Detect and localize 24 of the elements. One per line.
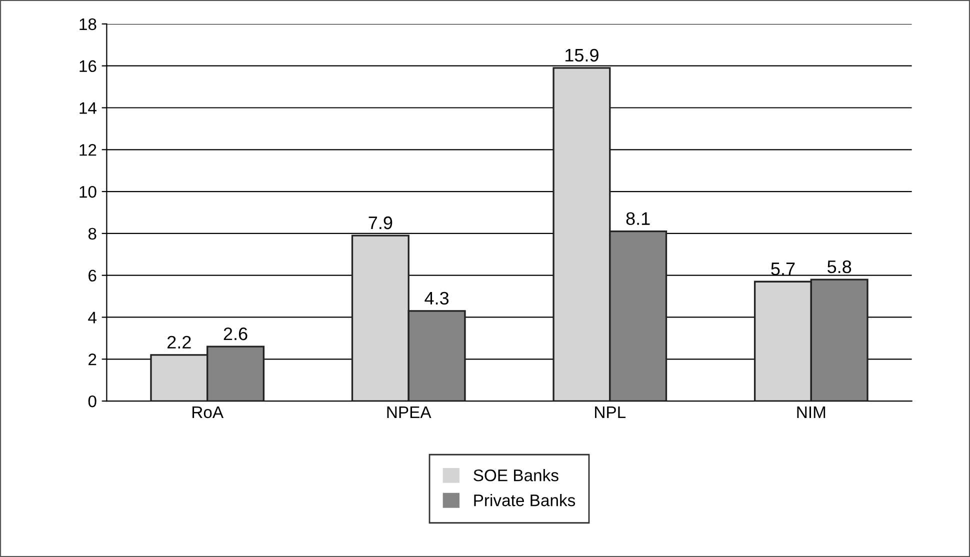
y-tick-label: 14	[80, 102, 96, 114]
data-label: 5.7	[771, 262, 795, 276]
y-tick-label: 18	[80, 18, 96, 30]
x-tick-label: NIM	[797, 406, 826, 418]
data-label: 2.6	[224, 327, 248, 340]
y-tick-label: 2	[88, 354, 96, 366]
y-tick-label: 4	[88, 312, 96, 324]
y-tick-label: 0	[88, 395, 96, 408]
data-label: 7.9	[368, 216, 392, 230]
y-tick-label: 8	[88, 228, 96, 240]
data-label: 4.3	[424, 292, 449, 305]
legend-label: Private Banks	[474, 494, 576, 506]
y-tick-label: 10	[80, 186, 96, 198]
data-label: 8.1	[626, 212, 650, 226]
x-tick-label: RoA	[192, 406, 224, 418]
y-tick-label: 16	[80, 60, 96, 72]
data-label: 2.2	[168, 336, 191, 348]
data-label: 5.8	[828, 260, 852, 274]
y-tick-label: 6	[88, 270, 96, 282]
y-tick-label: 12	[80, 144, 96, 156]
x-tick-label: NPL	[595, 406, 626, 418]
data-label: 15.9	[566, 48, 598, 62]
x-tick-label: NPEA	[387, 406, 432, 418]
legend-label: SOE Banks	[474, 469, 558, 482]
